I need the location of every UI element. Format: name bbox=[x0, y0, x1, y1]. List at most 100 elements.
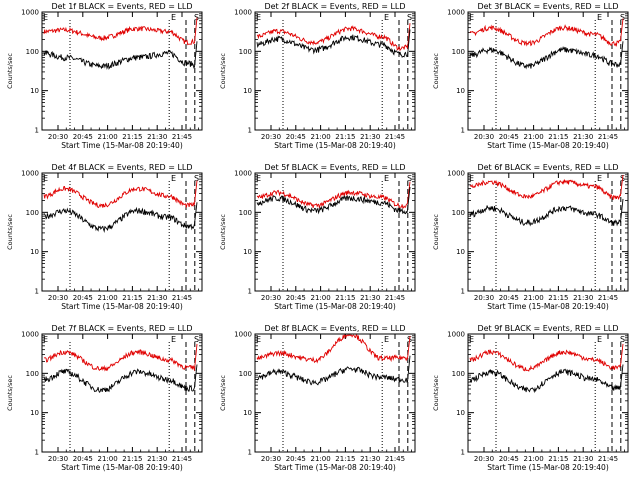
panel-6-axes-frame bbox=[467, 172, 629, 292]
panel-1-ylabel: Counts/sec bbox=[6, 53, 14, 89]
panel-4-ytick-label: 10 bbox=[30, 248, 39, 256]
panel-6-ytick-label: 10 bbox=[456, 248, 465, 256]
panel-3-axes-frame bbox=[467, 11, 629, 131]
panel-4-ytick-label: 1000 bbox=[21, 170, 39, 178]
panel-3-marker-right: S bbox=[620, 13, 625, 22]
panel-2-ylabel: Counts/sec bbox=[219, 53, 227, 89]
panel-2-ytick-label: 1 bbox=[248, 127, 252, 135]
panel-3-ytick-label: 1000 bbox=[447, 9, 465, 17]
panel-5-axes-frame bbox=[254, 172, 416, 292]
panel-8-axes-frame bbox=[254, 333, 416, 453]
panel-7-xtick-label: 21:15 bbox=[122, 455, 142, 463]
panel-4-ytick-label: 1 bbox=[35, 288, 39, 296]
panel-2-xtick-label: 20:30 bbox=[261, 133, 281, 141]
panel-5-marker-left: E bbox=[256, 174, 261, 183]
panel-1-xtick-label: 21:00 bbox=[98, 133, 118, 141]
panel-4-xlabel: Start Time (15-Mar-08 20:19:40) bbox=[61, 302, 183, 311]
panel-4-xtick-label: 20:45 bbox=[73, 294, 93, 302]
panel-9-xtick-label: 21:45 bbox=[598, 455, 618, 463]
panel-4-marker-left: E bbox=[43, 174, 48, 183]
panel-9-ytick-label: 1 bbox=[461, 449, 465, 457]
panel-1-xtick-label: 21:30 bbox=[147, 133, 167, 141]
panel-5-xtick-label: 21:45 bbox=[385, 294, 405, 302]
panel-2-xtick-label: 20:45 bbox=[286, 133, 306, 141]
panel-9-lld-series bbox=[469, 343, 624, 372]
panel-1-xtick-label: 20:30 bbox=[48, 133, 68, 141]
panel-8-marker-left: E bbox=[256, 335, 261, 344]
panel-4-events-series bbox=[43, 202, 198, 233]
panel-9-xtick-label: 21:15 bbox=[548, 455, 568, 463]
panel-7-ytick-label: 1 bbox=[35, 449, 39, 457]
panel-4-lld-series bbox=[43, 180, 198, 208]
panel-5-marker-mid: E bbox=[384, 174, 389, 183]
panel-6-xtick-label: 20:30 bbox=[474, 294, 494, 302]
panel-5-lld-series bbox=[256, 181, 411, 209]
panel-6-marker-left: E bbox=[469, 174, 474, 183]
panel-5-xtick-label: 21:15 bbox=[335, 294, 355, 302]
panel-7-xlabel: Start Time (15-Mar-08 20:19:40) bbox=[61, 463, 183, 472]
panel-5-xtick-label: 20:30 bbox=[261, 294, 281, 302]
panel-7-xtick-label: 21:45 bbox=[172, 455, 192, 463]
panel-1-xtick-label: 20:45 bbox=[73, 133, 93, 141]
panel-4-marker-right: S bbox=[194, 174, 199, 183]
panel-2-xtick-label: 21:30 bbox=[360, 133, 380, 141]
panel-1-axes-frame bbox=[41, 11, 203, 131]
panel-8-events-series bbox=[256, 355, 411, 386]
panel-6-title: Det 6f BLACK = Events, RED = LLD bbox=[477, 163, 618, 172]
panel-8-ytick-label: 1 bbox=[248, 449, 252, 457]
panel-5-marker-right: S bbox=[407, 174, 412, 183]
panel-3-ylabel: Counts/sec bbox=[432, 53, 440, 89]
panel-2-xtick-label: 21:00 bbox=[311, 133, 331, 141]
panel-8-xtick-label: 20:30 bbox=[261, 455, 281, 463]
panel-4-xtick-label: 21:00 bbox=[98, 294, 118, 302]
panel-2-ytick-label: 1000 bbox=[234, 9, 252, 17]
panel-9-title: Det 9f BLACK = Events, RED = LLD bbox=[477, 324, 618, 333]
panel-5-xtick-label: 21:00 bbox=[311, 294, 331, 302]
panel-7-lld-series bbox=[43, 343, 198, 372]
panel-5-ytick-label: 1000 bbox=[234, 170, 252, 178]
panel-4-axes-frame bbox=[41, 172, 203, 292]
panel-7-ytick-label: 10 bbox=[30, 409, 39, 417]
panel-5-events-series bbox=[256, 186, 411, 215]
panel-4-marker-mid: E bbox=[171, 174, 176, 183]
panel-3-marker-mid: E bbox=[597, 13, 602, 22]
panel-3-xtick-label: 21:45 bbox=[598, 133, 618, 141]
panel-3-events-series bbox=[469, 41, 624, 70]
panel-2-xtick-label: 21:45 bbox=[385, 133, 405, 141]
panel-1-xlabel: Start Time (15-Mar-08 20:19:40) bbox=[61, 141, 183, 150]
panel-4-title: Det 4f BLACK = Events, RED = LLD bbox=[51, 163, 192, 172]
panel-8-title: Det 8f BLACK = Events, RED = LLD bbox=[264, 324, 405, 333]
panel-7-marker-mid: E bbox=[171, 335, 176, 344]
panel-8-xtick-label: 21:15 bbox=[335, 455, 355, 463]
panel-3-xtick-label: 21:15 bbox=[548, 133, 568, 141]
panel-9-marker-left: E bbox=[469, 335, 474, 344]
panel-9-marker-right: S bbox=[620, 335, 625, 344]
panel-7-axes-frame bbox=[41, 333, 203, 453]
panel-3-marker-left: E bbox=[469, 13, 474, 22]
panel-1-ytick-label: 1000 bbox=[21, 9, 39, 17]
panel-8-xtick-label: 21:30 bbox=[360, 455, 380, 463]
panel-6-ytick-label: 100 bbox=[452, 209, 465, 217]
panel-1-marker-left: E bbox=[43, 13, 48, 22]
panel-4-xtick-label: 20:30 bbox=[48, 294, 68, 302]
panel-6-events-series bbox=[469, 198, 624, 227]
panel-9-xtick-label: 20:45 bbox=[499, 455, 519, 463]
panel-1-xtick-label: 21:45 bbox=[172, 133, 192, 141]
panel-9-xtick-label: 20:30 bbox=[474, 455, 494, 463]
panel-6-ytick-label: 1000 bbox=[447, 170, 465, 178]
panel-6-xlabel: Start Time (15-Mar-08 20:19:40) bbox=[487, 302, 609, 311]
panel-5-xlabel: Start Time (15-Mar-08 20:19:40) bbox=[274, 302, 396, 311]
panel-4-ytick-label: 100 bbox=[26, 209, 39, 217]
panel-8-xtick-label: 21:00 bbox=[311, 455, 331, 463]
panel-3-xtick-label: 21:00 bbox=[524, 133, 544, 141]
panel-1-events-series bbox=[43, 41, 198, 70]
panel-3-title: Det 3f BLACK = Events, RED = LLD bbox=[477, 2, 618, 11]
panel-3-ytick-label: 100 bbox=[452, 48, 465, 56]
panel-8-marker-mid: E bbox=[384, 335, 389, 344]
panel-6-ytick-label: 1 bbox=[461, 288, 465, 296]
panel-2-marker-right: S bbox=[407, 13, 412, 22]
panel-7-marker-left: E bbox=[43, 335, 48, 344]
panel-9-axes-frame bbox=[467, 333, 629, 453]
panel-1-marker-mid: E bbox=[171, 13, 176, 22]
panel-6-ylabel: Counts/sec bbox=[432, 214, 440, 250]
